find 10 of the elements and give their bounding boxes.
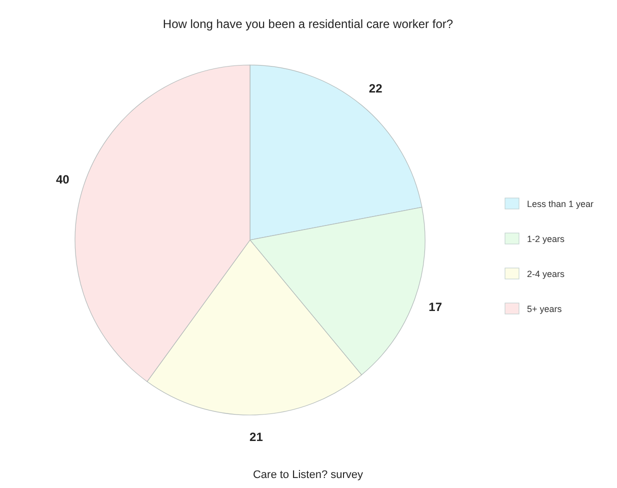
legend-label: 1-2 years	[527, 234, 566, 244]
data-label: 17	[428, 300, 442, 314]
text: Care to Listen? survey	[252, 469, 364, 481]
legend-label: 5+ years	[527, 304, 562, 314]
data-label: 22	[368, 81, 383, 96]
data-label: 40	[56, 172, 70, 186]
chart-title: How long have you been a residential care worker for?	[162, 17, 454, 31]
data-label: 21	[250, 430, 264, 444]
legend-label: 2-4 years	[527, 269, 566, 279]
legend-label: Less than 1 year	[527, 199, 594, 209]
